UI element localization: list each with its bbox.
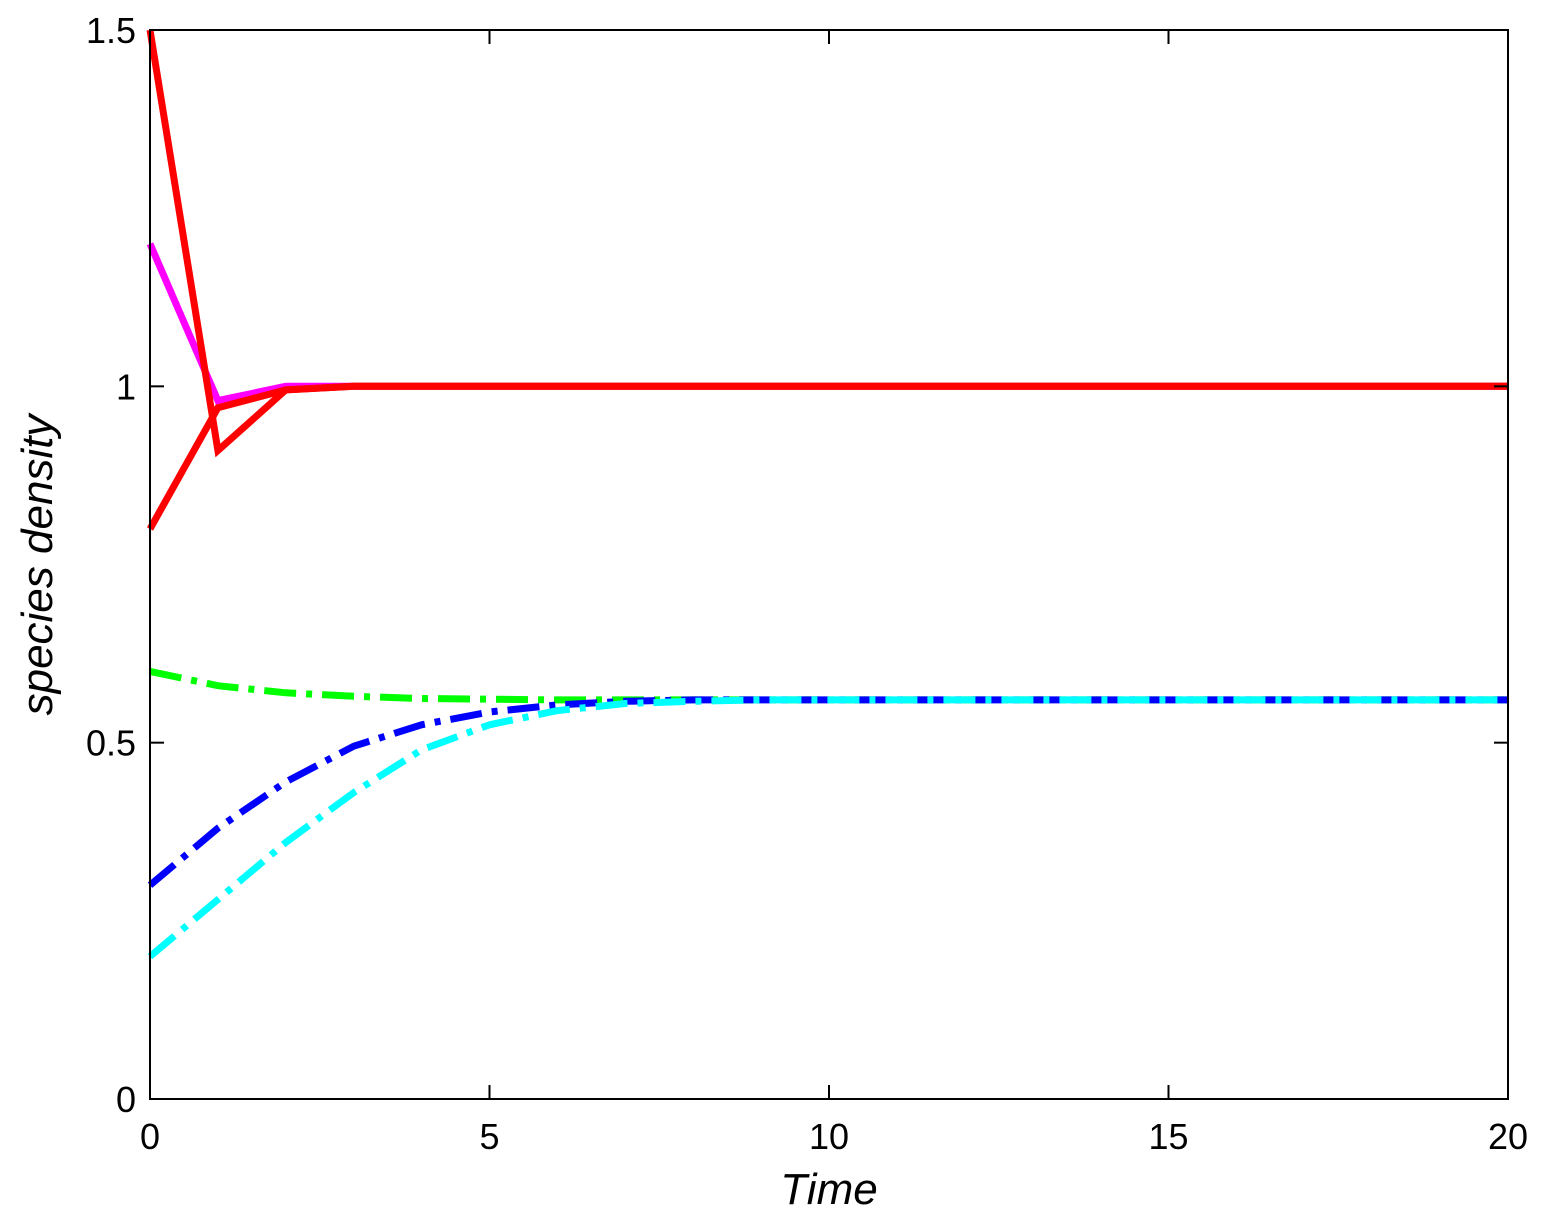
x-tick-label-0: 0 [140,1116,160,1157]
y-axis-title: species density [13,412,62,716]
x-axis-title: Time [780,1165,877,1214]
y-tick-label-1: 0.5 [86,723,136,764]
x-tick-label-4: 20 [1488,1116,1528,1157]
series-layer [146,29,1508,960]
tick-layer: 0 5 10 15 20 0 0.5 1 1.5 [86,10,1528,1157]
x-tick-label-2: 10 [809,1116,849,1157]
series-line-2 [146,382,1508,531]
series-line-5 [147,696,1508,960]
y-tick-label-3: 1.5 [86,10,136,51]
y-tick-label-0: 0 [116,1079,136,1120]
x-tick-label-1: 5 [479,1116,499,1157]
x-tick-label-3: 15 [1148,1116,1188,1157]
y-tick-label-2: 1 [116,366,136,407]
